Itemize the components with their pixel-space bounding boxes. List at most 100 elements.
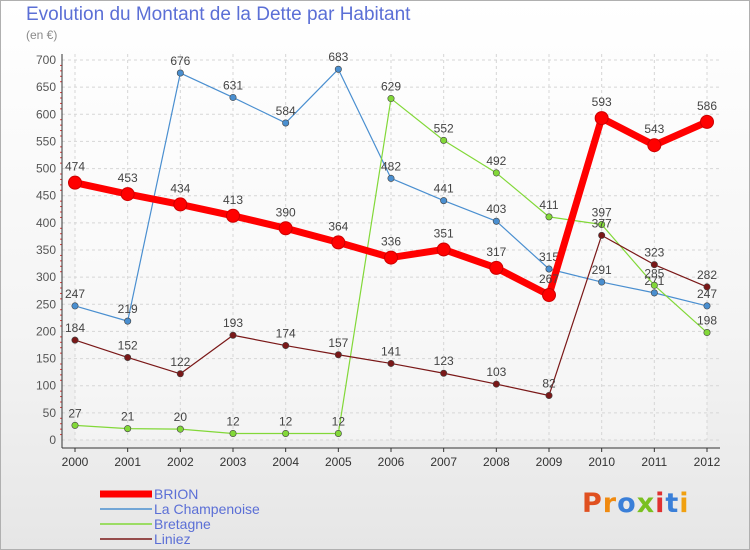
- data-label: 453: [118, 171, 138, 185]
- data-label: 390: [276, 205, 296, 219]
- data-point: [282, 119, 290, 127]
- x-tick-label: 2010: [588, 455, 615, 469]
- data-point: [124, 353, 132, 361]
- data-point: [229, 429, 237, 437]
- logo-letter: i: [679, 488, 690, 519]
- y-tick-label: 550: [36, 134, 56, 148]
- data-label: 193: [223, 316, 243, 330]
- data-label: 12: [332, 414, 346, 428]
- y-tick-label: 50: [43, 406, 57, 420]
- y-tick-label: 650: [36, 80, 56, 94]
- data-point: [176, 370, 184, 378]
- data-point: [545, 265, 553, 273]
- data-point: [545, 213, 553, 221]
- data-label: 323: [644, 246, 664, 260]
- x-tick-label: 2001: [114, 455, 141, 469]
- legend-label: Liniez: [154, 531, 191, 547]
- x-tick-label: 2003: [220, 455, 247, 469]
- series-brion: 474 453 434 413 390 364 336 351 317 267 593 543 586: [65, 95, 717, 303]
- data-point: [542, 288, 556, 303]
- data-point: [226, 208, 240, 223]
- data-label: 411: [539, 198, 558, 212]
- data-point: [387, 95, 395, 103]
- data-label: 377: [592, 216, 612, 230]
- data-point: [384, 250, 398, 265]
- data-label: 247: [697, 287, 717, 301]
- chart-title: Evolution du Montant de la Dette par Hab…: [26, 4, 411, 25]
- data-label: 291: [592, 263, 612, 277]
- data-label: 157: [328, 336, 348, 350]
- data-point: [703, 302, 711, 310]
- y-tick-label: 0: [49, 433, 56, 447]
- data-point: [282, 429, 290, 437]
- data-point: [71, 421, 79, 429]
- data-label: 267: [539, 272, 559, 286]
- series-la-champenoise: 247 219 676 631 584 683 482 441 403 315 291 271 247: [65, 50, 717, 325]
- data-point: [650, 281, 658, 289]
- y-axis: 0 50 100 150 200 250 300 350 400 450 500 550 600 650 7…: [36, 53, 63, 448]
- data-point: [492, 169, 500, 177]
- x-tick-label: 2009: [536, 455, 563, 469]
- data-point: [650, 289, 658, 297]
- data-label: 584: [276, 104, 296, 118]
- data-point: [703, 283, 711, 291]
- logo-letter: P: [582, 488, 603, 519]
- data-label: 184: [65, 321, 85, 335]
- data-label: 631: [223, 78, 243, 92]
- data-label: 141: [381, 344, 401, 358]
- data-point: [440, 197, 448, 205]
- x-tick-label: 2005: [325, 455, 352, 469]
- data-label: 27: [68, 406, 82, 420]
- y-tick-label: 250: [36, 297, 56, 311]
- logo-letter: i: [655, 488, 666, 519]
- x-tick-label: 2006: [378, 455, 405, 469]
- logo-letter: o: [617, 488, 637, 519]
- data-label: 543: [644, 122, 664, 136]
- data-label: 413: [223, 193, 243, 207]
- data-point: [334, 429, 342, 437]
- data-label: 683: [328, 50, 348, 64]
- data-label: 315: [539, 250, 559, 264]
- data-point: [334, 351, 342, 359]
- x-axis: 2000 2001 2002 2003 2004 2005 2006 2007 2008 2009…: [62, 447, 721, 469]
- data-point: [647, 138, 662, 153]
- data-point: [124, 425, 132, 433]
- data-point: [545, 391, 553, 399]
- proxiti-logo: Proxiti: [582, 488, 690, 519]
- data-point: [598, 278, 606, 286]
- data-point: [71, 302, 79, 310]
- data-label: 103: [486, 365, 506, 379]
- data-label: 12: [226, 414, 240, 428]
- data-label: 629: [381, 80, 401, 94]
- logo-letter: r: [602, 488, 618, 519]
- data-point: [436, 242, 451, 257]
- data-label: 174: [276, 327, 296, 341]
- data-label: 351: [434, 226, 454, 240]
- data-point: [331, 235, 346, 250]
- series-layer: 2472196766315846834824414033152912712472…: [65, 50, 717, 437]
- data-label: 403: [486, 202, 506, 216]
- data-label: 552: [434, 121, 454, 135]
- x-tick-label: 2002: [167, 455, 194, 469]
- data-label: 317: [486, 245, 506, 259]
- data-point: [594, 111, 609, 126]
- legend-label: BRION: [154, 486, 198, 502]
- data-label: 122: [170, 355, 190, 369]
- data-point: [229, 331, 237, 339]
- logo-letter: x: [636, 488, 656, 519]
- data-label: 474: [65, 160, 85, 174]
- data-point: [387, 174, 395, 182]
- y-tick-label: 700: [36, 53, 56, 67]
- data-point: [440, 136, 448, 144]
- data-point: [334, 65, 342, 73]
- data-label: 492: [486, 154, 506, 168]
- data-point: [229, 93, 237, 101]
- data-point: [440, 369, 448, 377]
- data-label: 21: [121, 410, 135, 424]
- data-point: [598, 220, 606, 228]
- x-tick-label: 2012: [694, 455, 721, 469]
- legend-label: Bretagne: [154, 516, 211, 532]
- y-tick-label: 150: [36, 352, 56, 366]
- y-tick-label: 400: [36, 216, 56, 230]
- y-tick-label: 450: [36, 189, 56, 203]
